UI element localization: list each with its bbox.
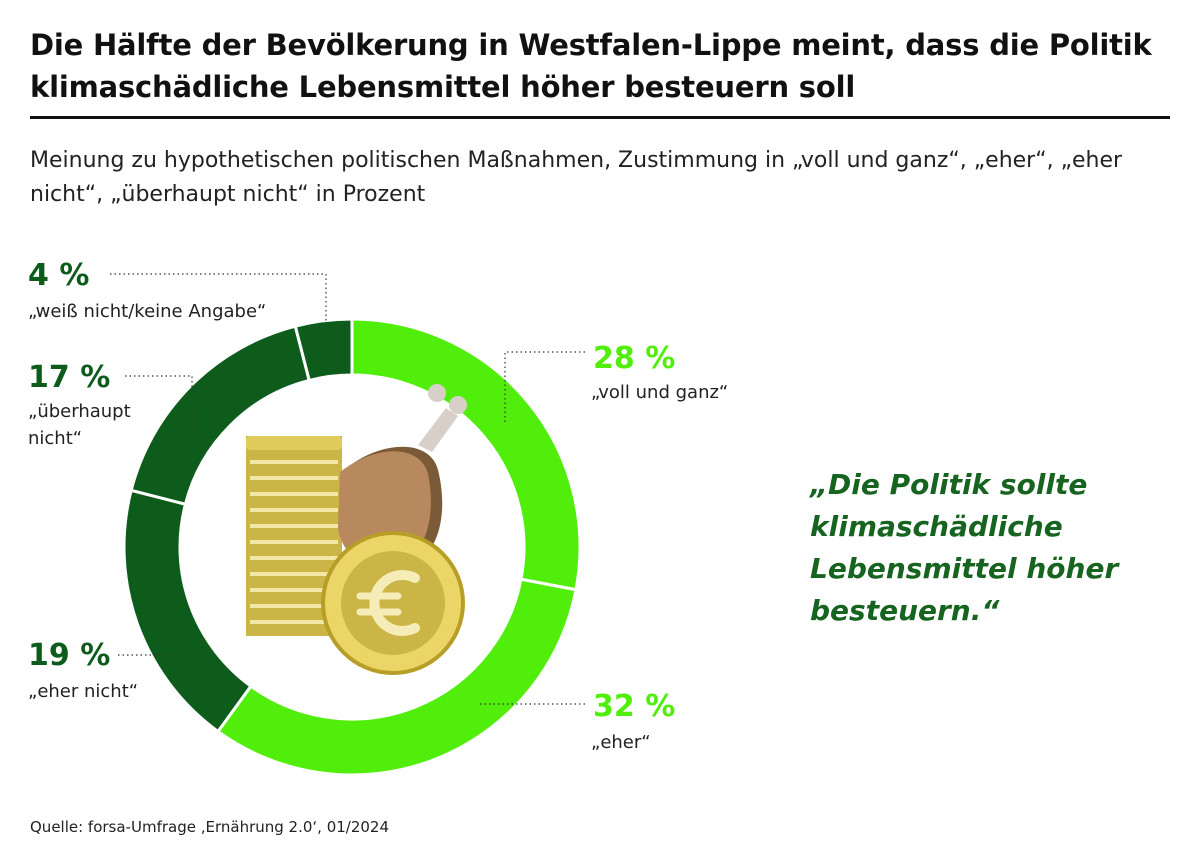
value-label-ueberhaupt-nicht: 17 % xyxy=(28,360,111,395)
category-label-eher: „eher“ xyxy=(591,732,651,753)
leader-line-weiss-nicht xyxy=(110,273,327,322)
category-label-voll-und-ganz: „voll und ganz“ xyxy=(591,382,729,403)
donut-slices xyxy=(122,317,582,777)
value-label-eher: 32 % xyxy=(593,689,676,724)
value-label-eher-nicht: 19 % xyxy=(28,638,111,673)
donut-slice-weiss-nicht xyxy=(293,317,354,383)
category-label-ueberhaupt-nicht: „überhaupt nicht“ xyxy=(28,401,131,449)
donut-slice-eher xyxy=(215,577,578,777)
euro-coin-icon xyxy=(321,531,465,675)
category-label-weiss-nicht: „weiß nicht/keine Angabe“ xyxy=(28,301,267,322)
donut-slice-eher-nicht xyxy=(122,488,253,734)
title-divider xyxy=(30,116,1170,119)
chart-subtitle: Meinung zu hypothetischen politischen Ma… xyxy=(30,148,1123,207)
chart-title: Die Hälfte der Bevölkerung in Westfalen-… xyxy=(30,28,1152,104)
leader-line-ueberhaupt-nicht xyxy=(125,375,193,432)
value-label-voll-und-ganz: 28 % xyxy=(593,341,676,376)
leader-lines xyxy=(110,273,585,705)
value-label-weiss-nicht: 4 % xyxy=(28,258,90,293)
source-note: Quelle: forsa-Umfrage ‚Ernährung 2.0‘, 0… xyxy=(30,818,390,836)
pull-quote: „Die Politik sollte klimaschädliche Lebe… xyxy=(810,468,1119,627)
category-label-eher-nicht: „eher nicht“ xyxy=(28,681,139,702)
